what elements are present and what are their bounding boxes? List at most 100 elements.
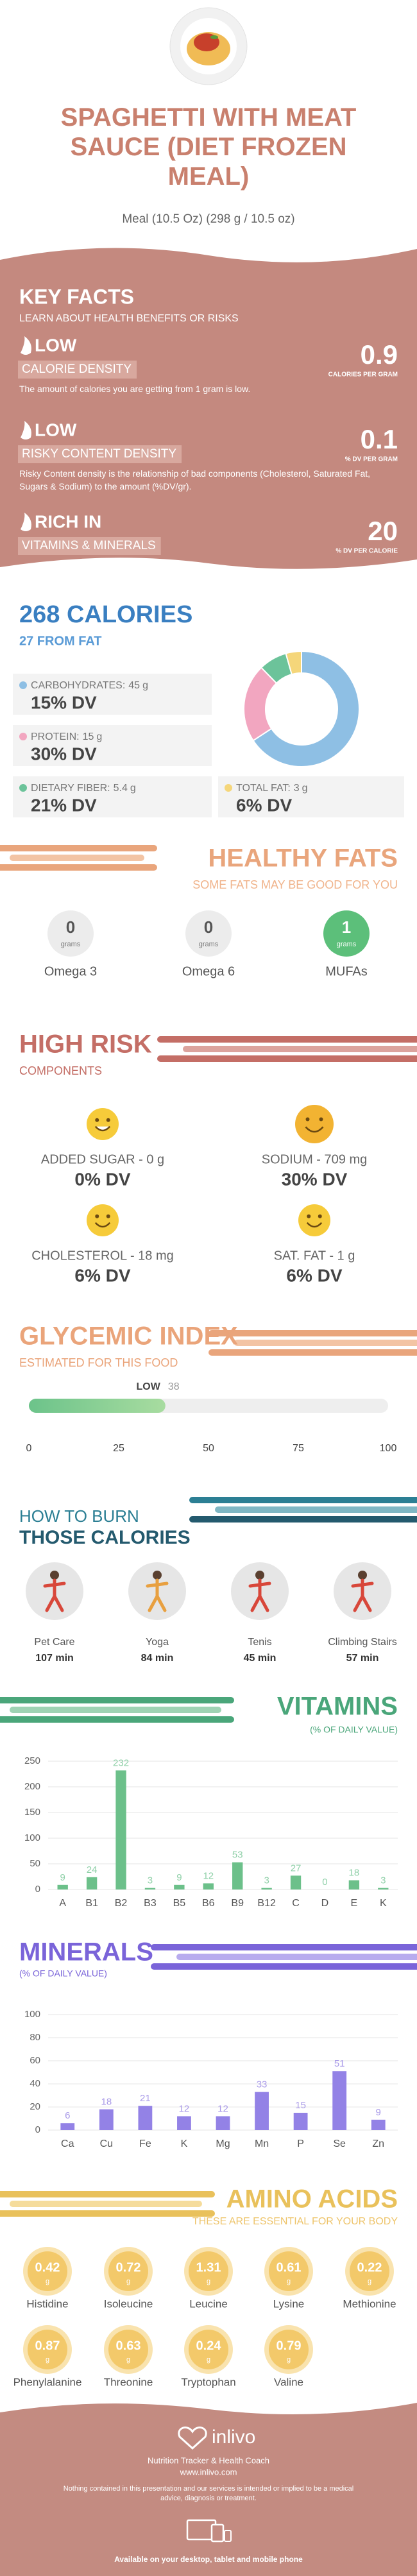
risk-dv: 6% DV [286,1265,342,1285]
fat-unit: grams [61,941,81,948]
amino-name: Isoleucine [104,2298,153,2310]
nutrient-unit: g [96,731,102,742]
y-tick-label: 20 [30,2101,40,2112]
amino-circle [189,2251,228,2291]
brand: inlivo [212,2427,255,2448]
nutrient-grams: 3 [294,783,300,794]
value-label: 51 [334,2058,345,2069]
x-tick-label: A [59,1898,66,1909]
fact-description-box: The amount of calories you are getting f… [19,384,250,394]
amino-unit: g [287,2356,291,2364]
amino-unit: g [207,2356,210,2364]
section-title: THOSE CALORIES [19,1527,191,1548]
fact-level: LOW [35,335,77,355]
value-label: 53 [232,1850,243,1861]
bar [378,1888,389,1889]
value-label: 9 [376,2107,381,2118]
fat-name: MUFAs [325,964,368,978]
bar [138,2106,153,2130]
fact-name-bg [18,537,161,555]
nutrient-label: DIETARY FIBER: 5.4 g [31,783,136,794]
value-label: 3 [380,1875,386,1886]
amino-name: Phenylalanine [13,2376,82,2388]
figure-body [351,1578,374,1612]
face-eye [106,1214,110,1218]
amino-unit: g [46,2278,49,2285]
x-tick-label: P [297,2138,304,2149]
tagline: Nutrition Tracker & Health Coach [148,2455,269,2465]
x-tick-label: 50 [203,1443,214,1454]
bar [255,2092,269,2130]
y-tick-label: 250 [24,1755,40,1766]
y-tick-label: 150 [24,1807,40,1818]
section-subtitle: HOW TO BURN [19,1506,139,1526]
value-label: 18 [349,1868,360,1879]
footer-bg [0,2403,417,2576]
x-tick-label: 100 [380,1443,397,1454]
fact-name: CALORIE DENSITY [22,363,132,376]
subtitle: Meal (10.5 Oz) (298 g / 10.5 oz) [122,212,294,226]
x-tick-label: B9 [231,1898,244,1909]
url: www.inlivo.com [180,2467,237,2477]
x-tick-label: 0 [26,1443,32,1454]
fat-unit: grams [337,941,357,948]
gi-level: LOW [136,1381,160,1392]
nutrient-label: PROTEIN: 15 g [31,731,102,742]
fat-value: 1 [342,917,351,937]
amino-value: 0.79 [277,2339,302,2353]
amino-name: Tryptophan [181,2376,235,2388]
fact-icon [21,421,31,439]
face-eye [305,1117,310,1122]
nutrient-name: CARBOHYDRATES: [31,680,125,691]
title-box: SPAGHETTI WITH MEAT SAUCE (DIET FROZEN M… [61,103,357,191]
bar [216,2116,230,2130]
y-tick-label: 0 [35,1884,40,1895]
x-tick-label: Mn [255,2138,269,2149]
value-label: 0 [322,1877,327,1888]
gi-value: 38 [168,1381,180,1392]
figure-head [358,1571,367,1580]
fact-level: LOW [35,420,77,439]
donut-segment [285,650,302,676]
figure-body [43,1578,66,1612]
value-label: 9 [176,1872,182,1883]
x-tick-label: 75 [293,1443,304,1454]
value-label: 21 [140,2093,151,2104]
fat-unit: grams [199,941,219,948]
amino-circle [108,2330,148,2369]
fact-name-bg [18,445,182,463]
calories-subtitle: 27 FROM FAT [19,634,102,648]
amino-unit: g [126,2278,130,2285]
amino-circle [269,2251,309,2291]
section-subtitle: SOME FATS MAY BE GOOD FOR YOU [192,878,398,891]
nutrient-name: TOTAL FAT: [236,783,291,794]
fact-name-bg [18,361,137,379]
section-subtitle: LEARN ABOUT HEALTH BENEFITS OR RISKS [19,313,239,324]
activity-time: 84 min [141,1653,174,1664]
amino-unit: g [368,2278,371,2285]
nutrient-label: TOTAL FAT: 3 g [236,783,308,794]
fat-value: 0 [66,917,75,937]
nutrient-dot [19,784,27,792]
nutrient-dot [19,681,27,689]
fact-value: 0.9 [361,339,398,370]
x-tick-label: D [321,1898,329,1909]
section-subtitle: (% OF DAILY VALUE) [310,1725,398,1735]
figure-head [50,1571,59,1580]
activity-name: Pet Care [34,1637,74,1648]
device-phone [224,2530,232,2542]
face-eye [319,1117,323,1122]
activity-name: Tenis [248,1637,271,1648]
amino-circle [269,2330,309,2369]
nutrient-dv: 15% DV [31,692,97,712]
fat-circle [47,910,94,957]
disclaimer: Nothing contained in this presentation a… [63,2485,354,2502]
value-label: 12 [179,2103,190,2114]
value-label: 33 [257,2079,268,2090]
bar [174,1884,185,1889]
face-mouth [94,1222,111,1228]
x-tick-label: Zn [372,2138,384,2149]
fact-name: VITAMINS & MINERALS [22,539,156,552]
